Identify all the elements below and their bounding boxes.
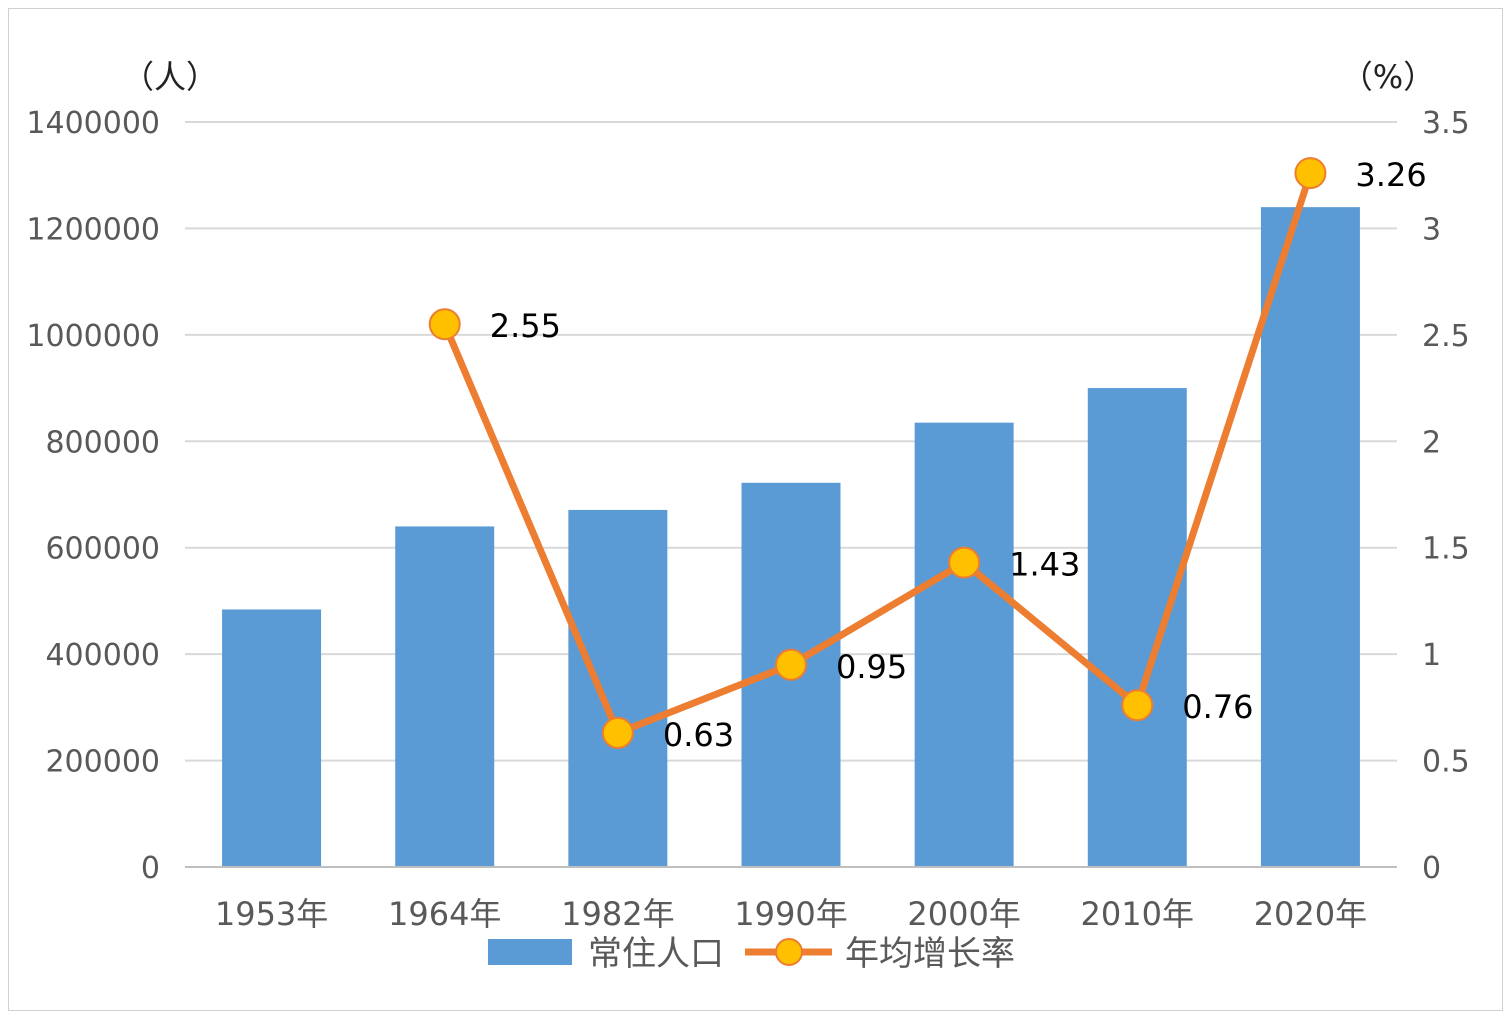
legend: 常住人口 年均增长率 — [488, 934, 1015, 974]
x-tick-label: 1990年 — [734, 895, 847, 933]
y-left-tick-label: 200000 — [45, 745, 160, 780]
y-left-tick-label: 600000 — [45, 532, 160, 567]
data-label: 0.95 — [836, 648, 907, 686]
legend-bar-swatch — [488, 939, 572, 965]
bar — [914, 422, 1014, 867]
y-left-tick-label: 1400000 — [26, 106, 160, 141]
bar-series — [222, 207, 1360, 868]
data-label: 0.63 — [663, 716, 734, 754]
y-left-tick-label: 400000 — [45, 638, 160, 673]
y-left-tick-label: 800000 — [45, 425, 160, 460]
bar — [1087, 388, 1187, 867]
line-point — [601, 716, 634, 749]
y-right-tick-label: 1.5 — [1422, 532, 1470, 567]
y-right-tick-label: 3.5 — [1422, 106, 1470, 141]
line-point — [775, 648, 807, 681]
y-right-tick-label: 2 — [1422, 425, 1441, 460]
y-right-tick-label: 0.5 — [1422, 745, 1470, 780]
legend-line-label: 年均增长率 — [845, 934, 1015, 974]
x-tick-label: 2020年 — [1254, 895, 1367, 933]
x-tick-label: 1953年 — [215, 895, 328, 933]
x-tick-label: 1964年 — [388, 895, 501, 933]
bar — [222, 609, 322, 867]
y-right-tick-label: 2.5 — [1422, 319, 1470, 354]
legend-bar-label: 常住人口 — [588, 934, 724, 974]
line-point — [948, 546, 981, 579]
data-label: 1.43 — [1009, 546, 1080, 584]
y-right-tick-label: 1 — [1422, 638, 1441, 673]
x-tick-label: 1982年 — [561, 895, 674, 933]
line-point — [428, 308, 461, 341]
data-label: 2.55 — [490, 307, 561, 345]
x-tick-label: 2010年 — [1081, 895, 1194, 933]
line-series: 2.55 0.63 0.95 1.43 0.76 3.26 — [428, 156, 1427, 754]
y-left-unit: （人） — [122, 58, 218, 96]
data-label: 0.76 — [1182, 688, 1253, 726]
axes: 0 200000 400000 600000 800000 1000000 1200000 1… — [26, 106, 1469, 933]
y-right-tick-label: 0 — [1422, 851, 1441, 886]
y-right-tick-label: 3 — [1422, 212, 1441, 247]
legend-line-marker — [775, 938, 803, 966]
y-left-tick-label: 0 — [141, 851, 160, 886]
y-left-tick-label: 1000000 — [26, 319, 160, 354]
bar — [568, 509, 668, 867]
bar — [1260, 207, 1360, 868]
bar — [395, 526, 495, 867]
x-tick-label: 2000年 — [907, 895, 1020, 933]
line-point — [1294, 157, 1327, 190]
line-point — [1121, 689, 1154, 722]
y-right-unit: （%） — [1341, 58, 1435, 96]
y-left-tick-label: 1200000 — [26, 212, 160, 247]
data-label: 3.26 — [1355, 156, 1426, 194]
growth-rate-line — [441, 172, 1314, 737]
